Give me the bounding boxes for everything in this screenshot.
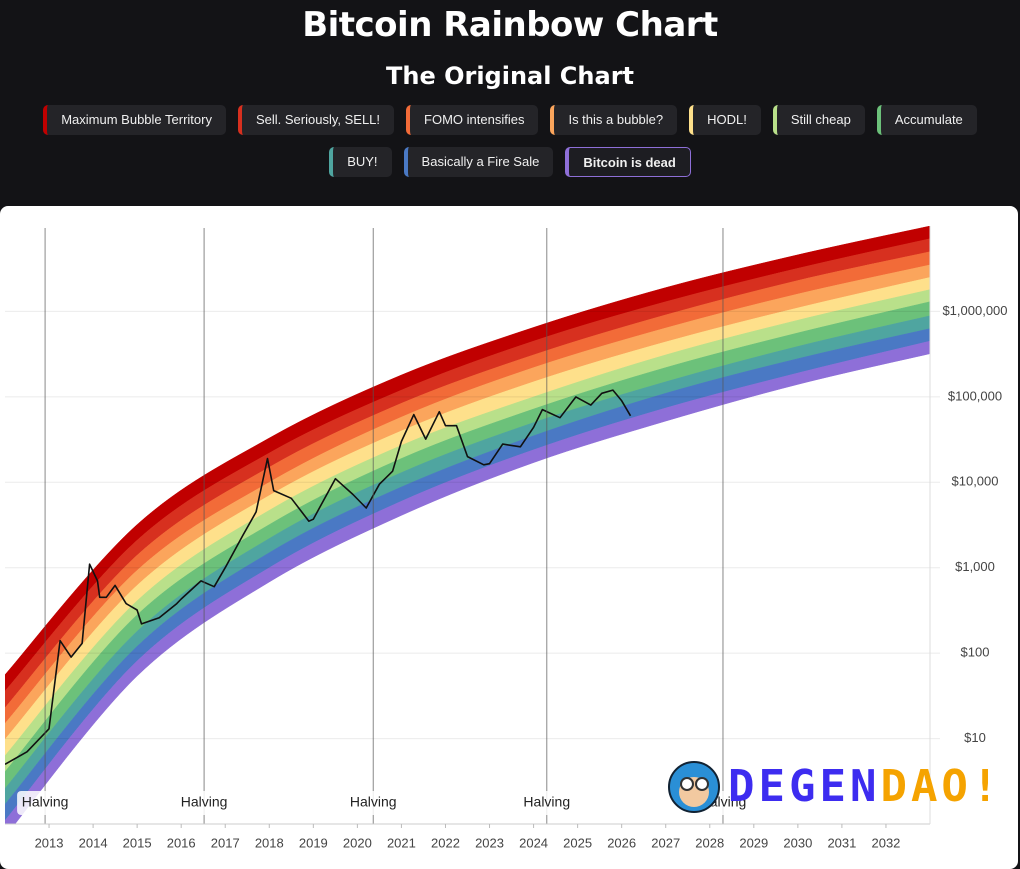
watermark-text: DEGENDAO! bbox=[728, 761, 1002, 812]
legend-button[interactable]: FOMO intensifies bbox=[406, 105, 539, 135]
halving-label: Halving bbox=[181, 794, 228, 810]
x-tick-label: 2024 bbox=[519, 835, 548, 850]
x-tick-label: 2023 bbox=[475, 835, 504, 850]
x-tick-label: 2019 bbox=[299, 835, 328, 850]
x-tick-label: 2017 bbox=[211, 835, 240, 850]
x-tick-label: 2018 bbox=[255, 835, 284, 850]
x-tick-label: 2030 bbox=[783, 835, 812, 850]
y-tick-label: $1,000 bbox=[955, 559, 995, 574]
x-tick-label: 2020 bbox=[343, 835, 372, 850]
halving-label: Halving bbox=[22, 794, 69, 810]
legend-button[interactable]: Is this a bubble? bbox=[550, 105, 678, 135]
halving-label: Halving bbox=[523, 794, 570, 810]
rainbow-band bbox=[5, 340, 930, 824]
plot-area bbox=[5, 226, 930, 824]
legend-button[interactable]: HODL! bbox=[689, 105, 761, 135]
halving-label-bg bbox=[176, 791, 233, 815]
y-tick-label: $1,000,000 bbox=[942, 303, 1007, 318]
x-tick-label: 2028 bbox=[695, 835, 724, 850]
halving-label-bg bbox=[345, 791, 402, 815]
x-tick-label: 2013 bbox=[35, 835, 64, 850]
header: Bitcoin Rainbow Chart The Original Chart… bbox=[0, 0, 1020, 206]
halving-label-bg bbox=[17, 791, 74, 815]
x-tick-label: 2027 bbox=[651, 835, 680, 850]
legend-button[interactable]: BUY! bbox=[329, 147, 392, 177]
watermark-logo-eye bbox=[695, 777, 709, 791]
title: Bitcoin Rainbow Chart bbox=[302, 5, 718, 45]
legend-button[interactable]: Bitcoin is dead bbox=[565, 147, 691, 177]
x-tick-label: 2022 bbox=[431, 835, 460, 850]
x-tick-label: 2014 bbox=[79, 835, 108, 850]
watermark-part: DAO! bbox=[880, 761, 1002, 812]
halving-label-bg bbox=[518, 791, 575, 815]
watermark-logo-eye bbox=[680, 777, 694, 791]
watermark-part: DEGEN bbox=[728, 761, 880, 812]
x-tick-label: 2026 bbox=[607, 835, 636, 850]
subtitle: The Original Chart bbox=[385, 62, 635, 90]
y-tick-label: $10 bbox=[964, 730, 986, 745]
legend: Maximum Bubble Territory Sell. Seriously,… bbox=[20, 105, 1000, 177]
x-tick-label: 2016 bbox=[167, 835, 196, 850]
x-tick-label: 2029 bbox=[739, 835, 768, 850]
x-tick-label: 2015 bbox=[123, 835, 152, 850]
legend-button[interactable]: Basically a Fire Sale bbox=[403, 147, 554, 177]
x-tick-label: 2032 bbox=[871, 835, 900, 850]
axes: $10 $100 $1,000 $10,000 $100,000 $1,000,000 Ha… bbox=[5, 226, 1008, 850]
legend-button[interactable]: Still cheap bbox=[772, 105, 865, 135]
y-tick-label: $100,000 bbox=[948, 388, 1002, 403]
legend-button[interactable]: Accumulate bbox=[876, 105, 977, 135]
x-tick-label: 2025 bbox=[563, 835, 592, 850]
x-tick-label: 2021 bbox=[387, 835, 416, 850]
y-tick-label: $10,000 bbox=[952, 474, 999, 489]
legend-button[interactable]: Maximum Bubble Territory bbox=[43, 105, 226, 135]
price-line bbox=[5, 389, 632, 765]
halving-label: Halving bbox=[350, 794, 397, 810]
watermark: DEGENDAO! bbox=[668, 761, 1002, 813]
y-tick-label: $100 bbox=[961, 645, 990, 660]
x-tick-label: 2031 bbox=[827, 835, 856, 850]
legend-button[interactable]: Sell. Seriously, SELL! bbox=[237, 105, 395, 135]
